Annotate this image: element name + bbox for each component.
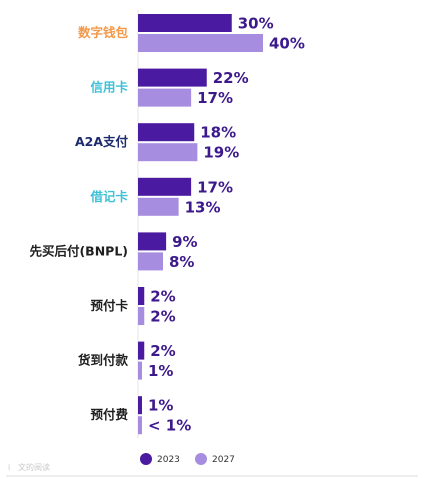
value-label-2023: 30% — [238, 15, 274, 33]
value-label-2027: < 1% — [148, 417, 191, 435]
value-label-2023: 2% — [150, 288, 175, 306]
watermark-logo: i — [8, 463, 10, 472]
value-label-2027: 2% — [150, 308, 175, 326]
value-label-2023: 17% — [197, 178, 233, 196]
value-label-2023: 2% — [150, 342, 175, 360]
category-label: 预付卡 — [90, 298, 128, 313]
legend-label: 2027 — [212, 455, 235, 465]
watermark: i 文的阅读 — [8, 462, 50, 472]
category-label: 信用卡 — [90, 80, 128, 95]
bar-2023 — [138, 232, 167, 251]
bar-2027 — [138, 307, 145, 325]
value-label-2027: 17% — [197, 89, 233, 107]
bar-2027 — [138, 361, 142, 380]
bar-2023 — [138, 396, 142, 415]
bar-2023 — [138, 123, 195, 142]
watermark-text: 文的阅读 — [18, 462, 50, 472]
category-label: 数字钱包 — [77, 25, 129, 40]
value-label-2027: 19% — [203, 144, 239, 162]
value-label-2023: 18% — [200, 124, 236, 142]
category-label: A2A支付 — [75, 134, 129, 149]
bar-2027 — [138, 197, 179, 216]
value-label-2027: 8% — [169, 253, 194, 271]
bar-series — [138, 14, 263, 435]
bar-2023 — [138, 14, 232, 32]
category-label: 借记卡 — [89, 189, 128, 204]
bar-2027 — [138, 252, 163, 271]
value-label-2023: 22% — [213, 69, 249, 87]
legend-label: 2023 — [157, 455, 180, 465]
value-label-2027: 13% — [185, 198, 221, 216]
value-label-2023: 1% — [148, 397, 173, 415]
legend-swatch-2023 — [140, 453, 152, 465]
bar-2023 — [138, 177, 192, 196]
bar-2023 — [138, 341, 145, 360]
bar-2027 — [138, 416, 142, 435]
category-label: 预付费 — [90, 407, 128, 422]
bar-2027 — [138, 34, 263, 52]
bar-2023 — [138, 68, 207, 87]
category-label: 货到付款 — [78, 353, 129, 368]
value-label-2023: 9% — [172, 233, 197, 251]
value-label-2027: 40% — [269, 35, 305, 53]
bar-2027 — [138, 143, 198, 162]
legend: 2023 2027 — [140, 453, 235, 465]
value-labels: 30% 40% 22% 17% 18% 19% 17% 13% 9% 8% 2% 2% 2% 1% 1% < … — [148, 15, 305, 435]
bar-2023 — [138, 287, 145, 305]
bar-2027 — [138, 88, 192, 107]
value-label-2027: 1% — [148, 362, 173, 380]
legend-swatch-2027 — [195, 453, 207, 465]
category-label: 先买后付(BNPL) — [29, 243, 128, 258]
